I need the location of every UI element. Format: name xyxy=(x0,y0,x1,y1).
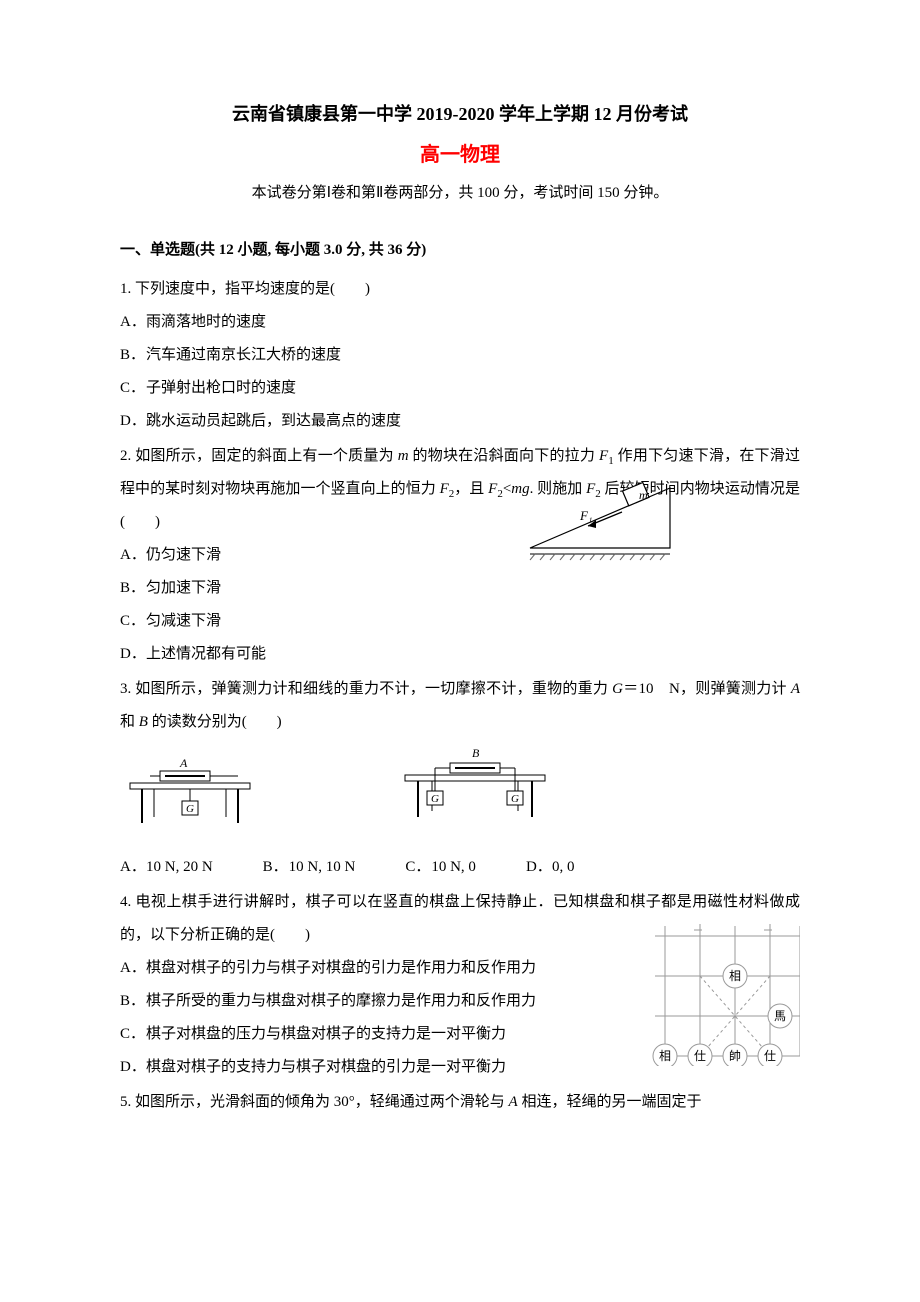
q3-opt-a: 10 N, 20 N xyxy=(146,859,213,875)
q5-t2: 相连，轻绳的另一端固定于 xyxy=(518,1094,702,1110)
q4-opt-c: 棋子对棋盘的压力与棋盘对棋子的支持力是一对平衡力 xyxy=(146,1026,506,1042)
q3-opt-c: 10 N, 0 xyxy=(431,859,476,875)
q1-opt-b: 汽车通过南京长江大桥的速度 xyxy=(146,347,341,363)
q3-t1: 3. 如图所示，弹簧测力计和细线的重力不计，一切摩擦不计，重物的重力 xyxy=(120,681,612,697)
q2-opt-b: 匀加速下滑 xyxy=(146,580,221,596)
q3-bl: B xyxy=(139,714,148,730)
q2-f2: F xyxy=(440,481,449,497)
q2-f1: F xyxy=(599,448,608,464)
q4-opt-b-label: B． xyxy=(120,985,146,1018)
q3-fig-a-g: G xyxy=(186,803,194,815)
q4-options: A．棋盘对棋子的引力与棋子对棋盘的引力是作用力和反作用力 B．棋子所受的重力与棋… xyxy=(120,952,600,1084)
q1-opt-c-label: C． xyxy=(120,372,146,405)
q3-t2: 的读数分别为( ) xyxy=(148,714,282,730)
q3-stem: 3. 如图所示，弹簧测力计和细线的重力不计，一切摩擦不计，重物的重力 G＝10 … xyxy=(120,673,800,739)
q4-opt-a-label: A． xyxy=(120,952,146,985)
q4-piece-1: 相 xyxy=(729,969,741,983)
q2-stem: 2. 如图所示，固定的斜面上有一个质量为 m 的物块在沿斜面向下的拉力 F1 作… xyxy=(120,440,800,539)
q5-t1: 5. 如图所示，光滑斜面的倾角为 30°，轻绳通过两个滑轮与 xyxy=(120,1094,509,1110)
q1-opt-a-label: A． xyxy=(120,306,146,339)
q3-opt-c-label: C． xyxy=(405,851,431,884)
q3-figures: A G B xyxy=(120,743,800,833)
q1-opt-b-label: B． xyxy=(120,339,146,372)
q3-fig-b-g2: G xyxy=(511,793,519,805)
question-4: 4. 电视上棋手进行讲解时，棋子可以在竖直的棋盘上保持静止．已知棋盘和棋子都是用… xyxy=(120,886,800,1084)
q3-figure-b-icon: B G G xyxy=(390,743,560,833)
q4-opt-a: 棋盘对棋子的引力与棋子对棋盘的引力是作用力和反作用力 xyxy=(146,960,536,976)
q5-a: A xyxy=(509,1094,518,1110)
q4-figure-chessboard-icon: 相 馬 相 仕 帥 仕 xyxy=(650,916,800,1066)
exam-info: 本试卷分第Ⅰ卷和第Ⅱ卷两部分，共 100 分，考试时间 150 分钟。 xyxy=(120,181,800,202)
q2-m: m xyxy=(398,448,409,464)
q3-opt-d-label: D． xyxy=(526,851,552,884)
q2-fig-m-label: m xyxy=(639,488,648,502)
q2-t2: 的物块在沿斜面向下的拉力 xyxy=(409,448,599,464)
question-1: 1. 下列速度中，指平均速度的是( ) A．雨滴落地时的速度 B．汽车通过南京长… xyxy=(120,273,800,438)
q1-options: A．雨滴落地时的速度 B．汽车通过南京长江大桥的速度 C．子弹射出枪口时的速度 … xyxy=(120,306,800,438)
q4-opt-c-label: C． xyxy=(120,1018,146,1051)
q1-opt-d: 跳水运动员起跳后，到达最高点的速度 xyxy=(146,413,401,429)
q2-f2b: F xyxy=(488,481,497,497)
q3-options: A．10 N, 20 N B．10 N, 10 N C．10 N, 0 D．0,… xyxy=(120,851,800,884)
q3-g: G xyxy=(612,681,623,697)
q2-opt-d-label: D． xyxy=(120,638,146,671)
q2-opt-a-label: A． xyxy=(120,539,146,572)
question-3: 3. 如图所示，弹簧测力计和细线的重力不计，一切摩擦不计，重物的重力 G＝10 … xyxy=(120,673,800,884)
q3-and: 和 xyxy=(120,714,139,730)
title-line-1: 云南省镇康县第一中学 2019-2020 学年上学期 12 月份考试 xyxy=(120,100,800,126)
q3-eq: ＝10 N，则弹簧测力计 xyxy=(623,681,791,697)
title-line-2: 高一物理 xyxy=(120,138,800,167)
q3-fig-b-label: B xyxy=(472,746,480,760)
q4-opt-d-label: D． xyxy=(120,1051,146,1084)
q2-opt-c-label: C． xyxy=(120,605,146,638)
q1-opt-d-label: D． xyxy=(120,405,146,438)
exam-page: 云南省镇康县第一中学 2019-2020 学年上学期 12 月份考试 高一物理 … xyxy=(0,0,920,1302)
q3-figure-a-icon: A G xyxy=(120,753,270,833)
q4-piece-4: 仕 xyxy=(694,1049,706,1063)
q2-options: A．仍匀速下滑 B．匀加速下滑 C．匀减速下滑 D．上述情况都有可能 xyxy=(120,539,800,671)
q2-t1: 2. 如图所示，固定的斜面上有一个质量为 xyxy=(120,448,398,464)
q1-opt-c: 子弹射出枪口时的速度 xyxy=(146,380,296,396)
q3-fig-a-label: A xyxy=(179,756,188,770)
section-1-heading: 一、单选题(共 12 小题, 每小题 3.0 分, 共 36 分) xyxy=(120,238,800,259)
q4-piece-6: 仕 xyxy=(764,1049,776,1063)
q3-opt-d: 0, 0 xyxy=(552,859,575,875)
q4-opt-d: 棋盘对棋子的支持力与棋子对棋盘的引力是一对平衡力 xyxy=(146,1059,506,1075)
q4-opt-b: 棋子所受的重力与棋盘对棋子的摩擦力是作用力和反作用力 xyxy=(146,993,536,1009)
q3-opt-b-label: B． xyxy=(263,851,289,884)
q2-opt-c: 匀减速下滑 xyxy=(146,613,221,629)
q3-al: A xyxy=(791,681,800,697)
question-5: 5. 如图所示，光滑斜面的倾角为 30°，轻绳通过两个滑轮与 A 相连，轻绳的另… xyxy=(120,1086,800,1119)
question-2: 2. 如图所示，固定的斜面上有一个质量为 m 的物块在沿斜面向下的拉力 F1 作… xyxy=(120,440,800,671)
q1-stem: 1. 下列速度中，指平均速度的是( ) xyxy=(120,273,800,306)
q2-opt-a: 仍匀速下滑 xyxy=(146,547,221,563)
q2-opt-d: 上述情况都有可能 xyxy=(146,646,266,662)
q4-piece-2: 馬 xyxy=(774,1009,786,1023)
q2-fig-f1-label: F₁ xyxy=(579,508,592,523)
q5-stem: 5. 如图所示，光滑斜面的倾角为 30°，轻绳通过两个滑轮与 A 相连，轻绳的另… xyxy=(120,1086,800,1119)
q2-t4: ，且 xyxy=(454,481,488,497)
q3-fig-b-g1: G xyxy=(431,793,439,805)
q4-piece-5: 帥 xyxy=(729,1049,741,1063)
q2-figure-incline-icon: m F₁ xyxy=(510,476,690,566)
q3-opt-a-label: A． xyxy=(120,851,146,884)
q2-opt-b-label: B． xyxy=(120,572,146,605)
q1-opt-a: 雨滴落地时的速度 xyxy=(146,314,266,330)
q4-piece-3: 相 xyxy=(659,1049,671,1063)
q3-opt-b: 10 N, 10 N xyxy=(289,859,356,875)
